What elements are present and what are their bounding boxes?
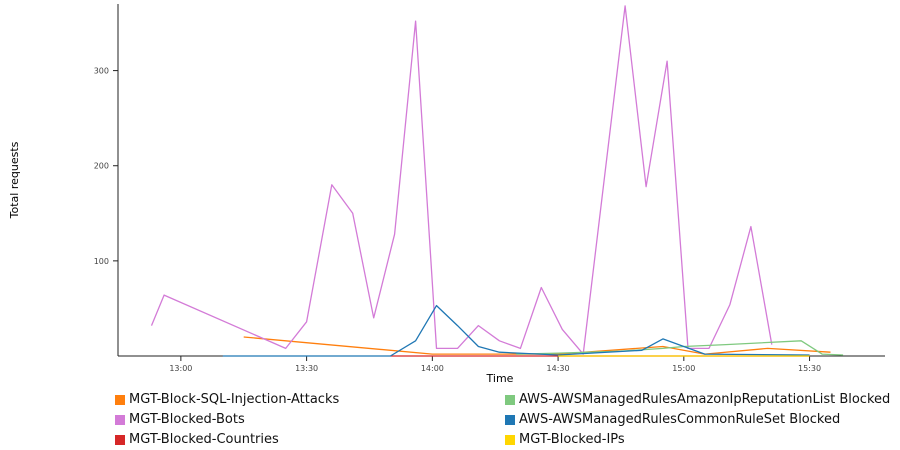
legend-label: MGT-Block-SQL-Injection-Attacks — [129, 392, 340, 407]
y-tick-label: 100 — [94, 257, 109, 266]
chart-axes — [117, 4, 885, 357]
legend-label: AWS-AWSManagedRulesAmazonIpReputationLis… — [519, 392, 891, 407]
series-line-3 — [516, 340, 844, 356]
legend-item-ip-reputation[interactable]: AWS-AWSManagedRulesAmazonIpReputationLis… — [505, 392, 890, 407]
series-line-4 — [222, 304, 810, 357]
series-lines — [150, 5, 844, 357]
y-tick-label: 300 — [94, 67, 109, 76]
x-ticks: 13:00 13:30 14:00 14:30 15:00 15:30 — [169, 356, 821, 373]
legend-item-blocked-bots[interactable]: MGT-Blocked-Bots — [115, 412, 245, 427]
legend-item-blocked-countries[interactable]: MGT-Blocked-Countries — [115, 432, 279, 447]
x-tick-label: 15:30 — [798, 364, 821, 373]
legend-label: MGT-Blocked-Bots — [129, 412, 245, 427]
legend-swatch — [115, 434, 125, 445]
x-axis-title: Time — [486, 372, 514, 385]
x-tick-label: 14:00 — [421, 364, 444, 373]
x-tick-label: 13:30 — [295, 364, 318, 373]
legend-label: MGT-Blocked-IPs — [519, 432, 625, 447]
legend-label: AWS-AWSManagedRulesCommonRuleSet Blocked — [519, 412, 841, 427]
x-tick-label: 14:30 — [547, 364, 570, 373]
legend-item-common-ruleset[interactable]: AWS-AWSManagedRulesCommonRuleSet Blocked — [505, 412, 840, 427]
series-line-1 — [150, 5, 773, 355]
y-axis-title: Total requests — [8, 141, 21, 219]
legend-swatch — [115, 394, 125, 405]
legend-swatch — [115, 414, 125, 425]
y-tick-label: 200 — [94, 162, 109, 171]
legend-swatch — [505, 434, 515, 445]
x-tick-label: 13:00 — [169, 364, 192, 373]
y-ticks: 100 200 300 — [94, 67, 118, 266]
legend-swatch — [505, 394, 515, 405]
legend-item-sql-injection[interactable]: MGT-Block-SQL-Injection-Attacks — [115, 392, 339, 407]
x-tick-label: 15:00 — [672, 364, 695, 373]
legend-label: MGT-Blocked-Countries — [129, 432, 279, 447]
legend-item-blocked-ips[interactable]: MGT-Blocked-IPs — [505, 432, 625, 447]
series-line-0 — [243, 336, 831, 355]
legend-swatch — [505, 414, 515, 425]
